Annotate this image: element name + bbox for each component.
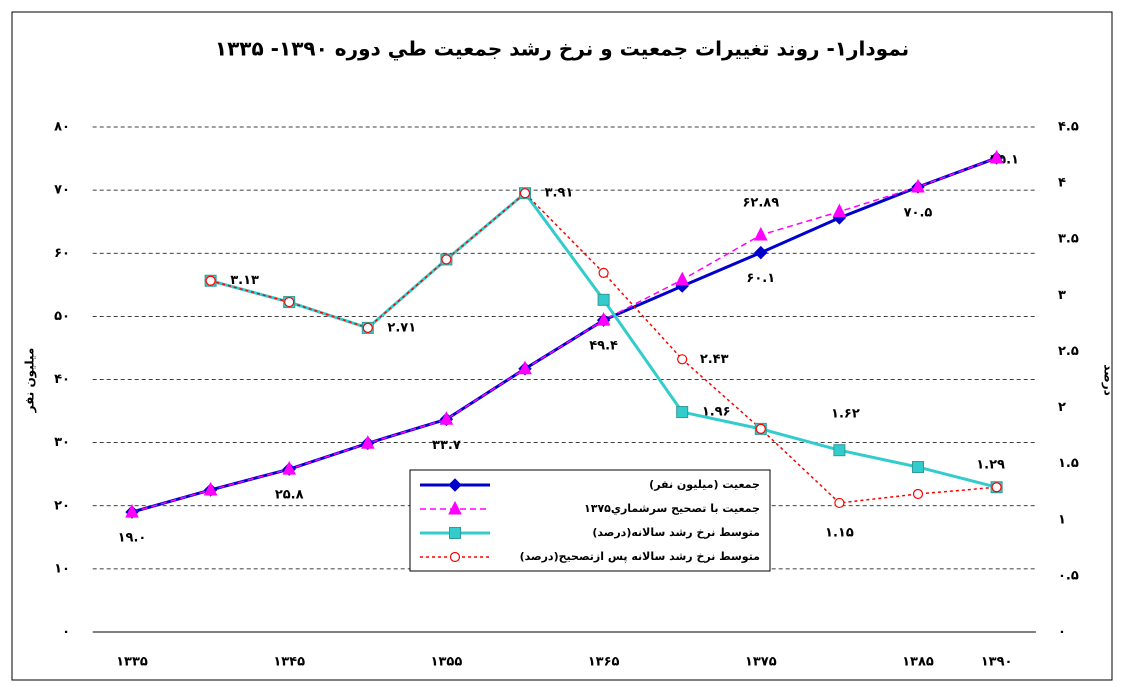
- data-point: [677, 354, 688, 365]
- data-label: ۲.۴۳: [700, 352, 729, 367]
- y-tick-label: ۴۰: [54, 372, 70, 387]
- y2-tick-label: ۳.۵: [1058, 232, 1079, 247]
- x-tick-label: ۱۳۴۵: [273, 655, 305, 670]
- y-axis-label: میلیون نفر: [23, 348, 38, 414]
- data-point: [598, 267, 609, 278]
- data-label: ۳.۹۱: [545, 186, 574, 201]
- data-point: [676, 406, 689, 419]
- y2-tick-label: ۴.۵: [1058, 120, 1079, 135]
- legend: [409, 469, 771, 572]
- data-label: ۲.۷۱: [387, 320, 416, 335]
- data-point: [911, 178, 925, 193]
- legend-marker: [449, 551, 461, 563]
- chart-title: نمودار۱- روند تغییرات جمعیت و نرخ رشد جم…: [215, 37, 909, 62]
- y2-tick-label: ۴: [1058, 176, 1066, 191]
- data-label: ۴۹.۴: [589, 339, 618, 354]
- y-tick-label: ۷۰: [54, 183, 70, 198]
- y2-tick-label: ۰: [1058, 625, 1066, 640]
- y-tick-label: ۳۰: [54, 435, 70, 450]
- legend-label: جمعیت با تصحیح سرشماري۱۳۷۵: [584, 502, 760, 515]
- data-point: [912, 461, 924, 474]
- y2-tick-label: ۲.۵: [1058, 344, 1079, 359]
- y2-axis-label: درصد: [1102, 364, 1116, 396]
- legend-label: جمعیت (میلیون نفر): [649, 478, 760, 491]
- data-point: [753, 226, 768, 241]
- y-tick-label: ۸۰: [54, 120, 70, 135]
- data-label: ۱.۹۶: [702, 405, 731, 420]
- data-label: ۲۵.۸: [275, 488, 304, 503]
- data-point: [284, 296, 295, 308]
- y2-tick-label: ۱: [1058, 512, 1066, 527]
- data-point: [360, 435, 375, 449]
- legend-label: متوسط نرخ رشد سالانه پس ازتصحیح(درصد): [520, 550, 760, 563]
- data-point: [519, 188, 531, 199]
- x-tick-label: ۱۳۳۵: [116, 655, 148, 670]
- y-tick-label: ۰: [62, 625, 70, 640]
- x-tick-label: ۱۳۵۵: [431, 655, 463, 670]
- data-label: ۶۲.۸۹: [742, 196, 779, 211]
- y-tick-label: ۱۰: [54, 561, 70, 576]
- legend-marker: [449, 527, 461, 539]
- x-tick-label: ۱۳۸۵: [902, 655, 934, 670]
- data-label: ۳۳.۷: [432, 438, 461, 453]
- y-tick-label: ۶۰: [54, 246, 70, 261]
- legend-marker: [448, 478, 462, 492]
- x-tick-label: ۱۳۷۵: [745, 655, 777, 670]
- data-point: [833, 444, 846, 457]
- data-point: [912, 488, 924, 500]
- x-tick-label: ۱۳۹۰: [981, 655, 1013, 670]
- data-label: ۱.۶۲: [831, 407, 860, 422]
- data-point: [597, 293, 610, 306]
- data-point: [596, 312, 611, 326]
- y2-tick-label: ۳: [1058, 288, 1066, 303]
- x-tick-label: ۱۳۶۵: [588, 655, 620, 670]
- data-point: [125, 503, 139, 518]
- y2-tick-label: ۱.۵: [1058, 456, 1079, 471]
- data-point: [754, 245, 768, 260]
- data-point: [362, 322, 373, 333]
- data-label: ۳.۱۳: [230, 273, 259, 288]
- data-point: [439, 411, 454, 425]
- data-label: ۷۰.۵: [904, 205, 933, 220]
- legend-marker: [448, 500, 462, 515]
- data-point: [441, 254, 452, 265]
- y-tick-label: ۵۰: [54, 309, 70, 324]
- data-point: [205, 275, 216, 286]
- data-point: [675, 271, 690, 286]
- data-point: [834, 497, 845, 509]
- data-point: [991, 482, 1002, 493]
- data-point: [203, 481, 218, 496]
- y2-tick-label: ۲: [1058, 400, 1066, 415]
- series-line: [131, 156, 998, 514]
- data-point: [989, 149, 1004, 164]
- data-label: ۱.۱۵: [825, 525, 854, 540]
- y2-tick-label: ۰.۵: [1058, 568, 1079, 583]
- y-tick-label: ۲۰: [54, 498, 70, 513]
- data-label: ۱.۲۹: [976, 458, 1005, 473]
- data-label: ۶۰.۱: [746, 271, 775, 286]
- data-point: [832, 203, 847, 218]
- data-point: [518, 360, 532, 375]
- data-point: [755, 423, 766, 434]
- data-label: ۱۹.۰: [118, 531, 147, 546]
- data-point: [282, 461, 297, 475]
- legend-label: متوسط نرخ رشد سالانه(درصد): [592, 526, 760, 539]
